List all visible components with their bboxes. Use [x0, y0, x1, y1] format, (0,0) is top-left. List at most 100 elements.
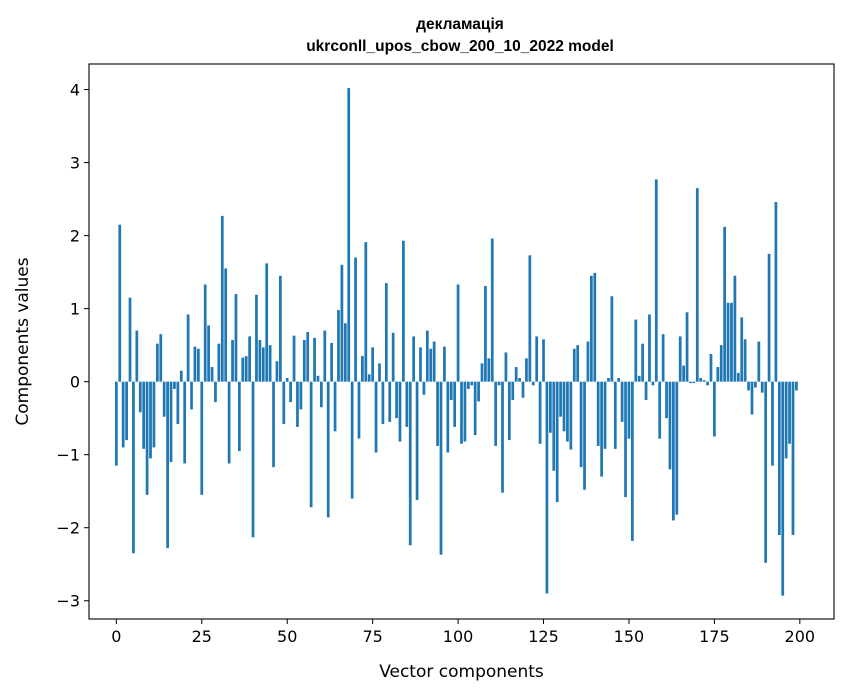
- bar: [559, 381, 562, 417]
- bar: [279, 275, 282, 382]
- bar: [248, 336, 251, 382]
- bar: [689, 381, 692, 384]
- bar: [477, 381, 480, 402]
- bar: [675, 381, 679, 515]
- bar: [227, 381, 231, 464]
- y-tick-label: 1: [70, 300, 80, 319]
- bar: [456, 284, 460, 382]
- bar: [713, 381, 716, 437]
- chart-title: декламація: [416, 16, 504, 33]
- bar: [408, 381, 412, 546]
- bar: [337, 310, 340, 382]
- bar: [149, 381, 152, 459]
- bar: [518, 378, 521, 382]
- bar: [395, 381, 398, 419]
- bar: [378, 363, 381, 382]
- bar: [203, 284, 207, 382]
- y-tick-label: 0: [70, 373, 80, 392]
- bar: [173, 381, 176, 389]
- bar: [125, 381, 128, 441]
- bar: [791, 381, 795, 536]
- bar: [443, 346, 446, 382]
- bar: [388, 381, 392, 422]
- bar: [531, 381, 535, 386]
- bar: [460, 381, 463, 444]
- bar: [695, 188, 699, 382]
- bar: [771, 381, 774, 466]
- bar: [299, 381, 303, 410]
- bar: [162, 381, 166, 417]
- bar: [306, 332, 310, 382]
- bar: [566, 381, 569, 442]
- bar: [490, 238, 494, 382]
- bar: [624, 381, 627, 498]
- x-tick-label: 175: [699, 627, 730, 646]
- bar: [726, 302, 730, 382]
- bar: [648, 314, 651, 382]
- bar: [320, 381, 323, 408]
- bar: [217, 343, 221, 382]
- bar: [251, 381, 255, 538]
- bar: [572, 348, 576, 382]
- bar: [678, 336, 682, 382]
- bar: [610, 296, 614, 382]
- bar: [214, 381, 217, 403]
- bar: [620, 381, 624, 422]
- bar: [289, 381, 292, 403]
- bar: [402, 240, 405, 382]
- bar: [121, 381, 125, 448]
- bar: [631, 381, 634, 541]
- bar: [777, 381, 781, 536]
- bar: [190, 381, 193, 410]
- bar: [470, 381, 474, 386]
- x-tick-label: 150: [614, 627, 645, 646]
- bar: [521, 381, 525, 398]
- bar: [730, 302, 733, 382]
- bar: [347, 88, 351, 382]
- bar: [716, 367, 720, 382]
- bar: [764, 381, 768, 563]
- bar: [244, 356, 248, 382]
- bar: [504, 352, 508, 382]
- bar: [644, 381, 648, 400]
- bar: [682, 365, 685, 382]
- bar: [313, 337, 316, 382]
- bar: [210, 367, 214, 382]
- bar: [740, 317, 744, 382]
- bar: [316, 375, 320, 382]
- x-axis-label: Vector components: [379, 662, 544, 682]
- bar: [282, 381, 286, 425]
- bar: [436, 381, 439, 446]
- bar: [473, 381, 477, 435]
- y-tick-label: 4: [70, 81, 80, 100]
- bar: [186, 314, 190, 382]
- bar: [579, 381, 583, 468]
- bar: [774, 202, 778, 382]
- bar: [719, 345, 723, 382]
- bar: [757, 341, 761, 382]
- bar: [429, 348, 433, 382]
- bar: [196, 348, 200, 382]
- bar: [723, 226, 727, 382]
- y-axis-label: Components values: [13, 257, 33, 425]
- bar: [166, 381, 169, 549]
- bar: [261, 347, 265, 382]
- bar: [466, 381, 470, 389]
- bar: [405, 381, 409, 427]
- bar: [743, 339, 747, 382]
- bar: [562, 381, 566, 432]
- bar: [241, 357, 245, 382]
- x-tick-label: 200: [785, 627, 816, 646]
- bar: [480, 363, 484, 382]
- bar: [275, 361, 279, 382]
- bar: [672, 381, 675, 521]
- bar: [412, 336, 416, 382]
- bar: [135, 330, 139, 382]
- bar: [285, 378, 289, 382]
- bar: [425, 330, 429, 382]
- bar: [511, 381, 515, 400]
- bar: [750, 381, 754, 415]
